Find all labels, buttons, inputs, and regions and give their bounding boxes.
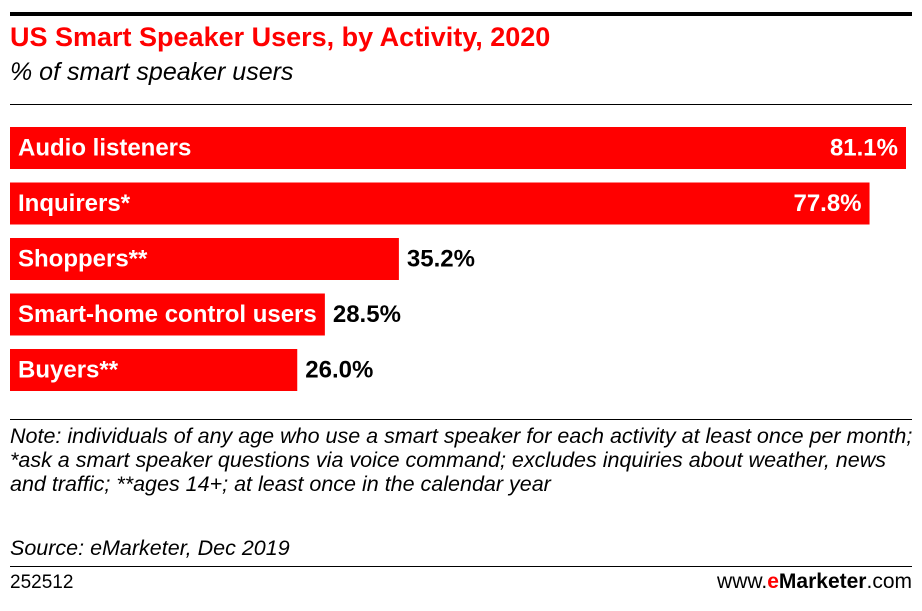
- chart-note: Note: individuals of any age who use a s…: [10, 424, 913, 496]
- header-divider: [10, 104, 912, 105]
- category-label-1: Inquirers*: [18, 190, 131, 217]
- value-label-4: 26.0%: [305, 357, 373, 384]
- bar-1: [10, 182, 870, 225]
- brand-prefix: www.: [717, 570, 768, 593]
- chart-source: Source: eMarketer, Dec 2019: [10, 536, 290, 560]
- value-label-3: 28.5%: [333, 301, 401, 328]
- brand-name: Marketer: [778, 570, 867, 593]
- bar-0: [10, 127, 906, 169]
- value-label-1: 77.8%: [793, 190, 861, 217]
- chart-subtitle: % of smart speaker users: [10, 58, 294, 86]
- brand-suffix: .com: [866, 570, 912, 593]
- category-label-0: Audio listeners: [18, 135, 191, 162]
- value-label-0: 81.1%: [830, 135, 898, 162]
- category-label-3: Smart-home control users: [18, 301, 317, 328]
- bar-4: [10, 349, 298, 391]
- value-label-2: 35.2%: [407, 246, 475, 273]
- category-label-4: Buyers**: [18, 357, 119, 384]
- chart-id: 252512: [10, 572, 74, 593]
- brand-e: e: [767, 570, 779, 593]
- footer-divider: [10, 419, 912, 420]
- bar-chart: Audio listeners 81.1% Inquirers* 77.8% Shopp…: [10, 127, 906, 391]
- bottom-divider: [10, 566, 912, 567]
- bar-3: [10, 293, 325, 336]
- top-rule: [10, 12, 912, 16]
- chart-title: US Smart Speaker Users, by Activity, 202…: [10, 22, 551, 52]
- brand-link[interactable]: www.eMarketer.com: [717, 570, 912, 594]
- bar-2: [10, 238, 399, 280]
- category-label-2: Shoppers**: [18, 246, 148, 273]
